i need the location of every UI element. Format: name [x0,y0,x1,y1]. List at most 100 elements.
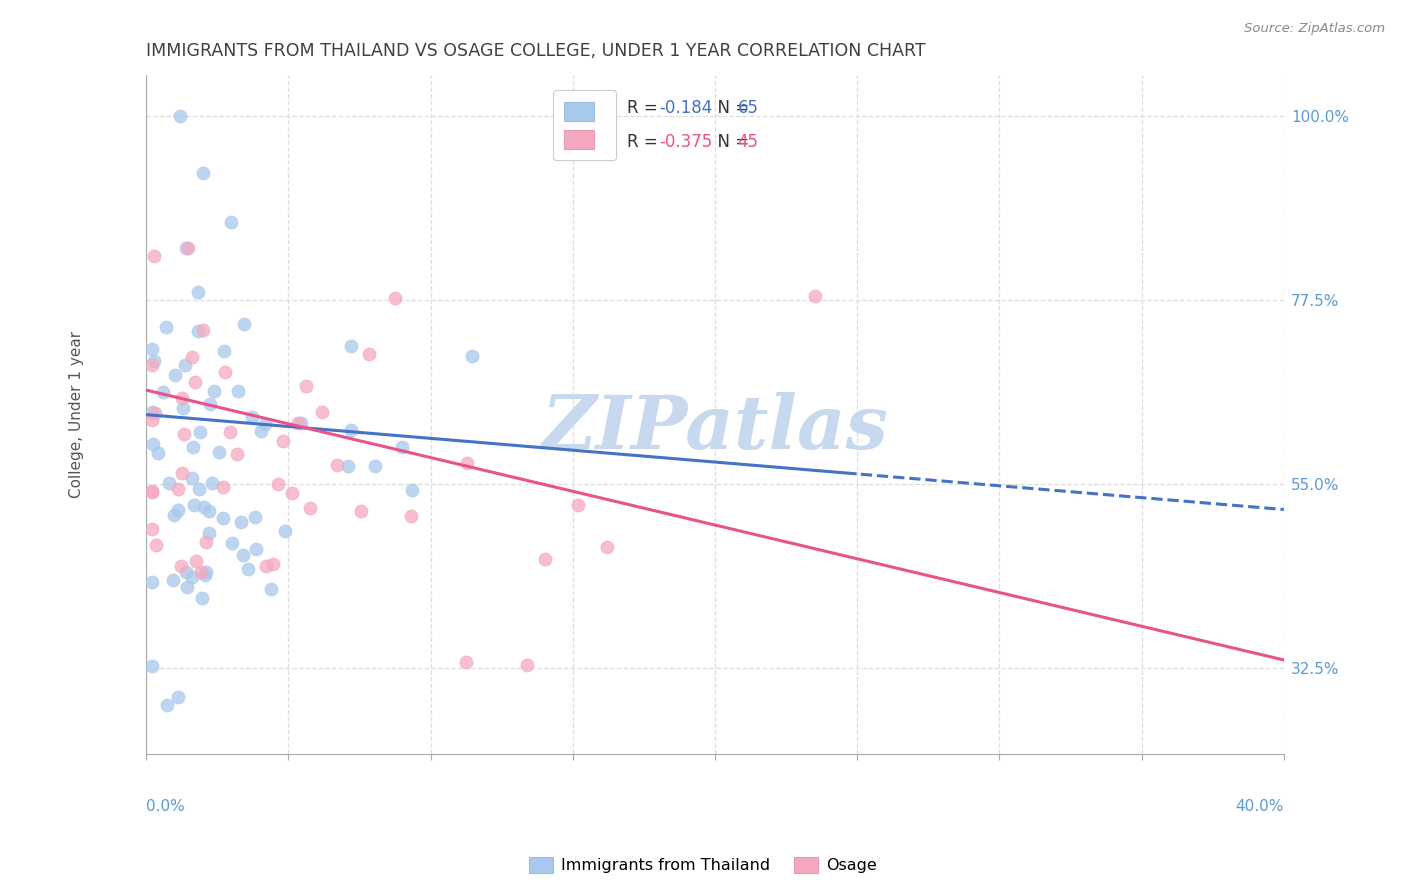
Point [141,359,163,373]
Point [281,485,304,500]
Point [162,574,184,588]
Point [187,482,209,496]
Text: R =: R = [627,133,664,151]
Point [186,285,208,299]
Point [533,551,555,566]
Point [141,658,163,673]
Point [384,291,406,305]
Point [391,440,413,454]
Point [245,541,267,556]
Point [141,405,163,419]
Point [155,319,177,334]
Point [461,349,484,363]
Point [172,401,194,416]
Point [191,166,214,180]
Point [190,565,212,579]
Legend: Immigrants from Thailand, Osage: Immigrants from Thailand, Osage [523,850,883,880]
Text: -0.184: -0.184 [659,99,711,117]
Text: 0.0%: 0.0% [146,799,186,814]
Text: N =: N = [707,133,754,151]
Point [201,475,224,490]
Point [274,524,297,538]
Point [184,376,207,390]
Point [176,241,198,255]
Text: ZIPatlas: ZIPatlas [541,392,889,465]
Point [156,698,179,712]
Point [363,458,385,473]
Point [254,558,277,573]
Point [287,416,309,430]
Point [211,511,233,525]
Point [142,249,165,263]
Point [166,503,188,517]
Point [194,535,217,549]
Point [221,215,243,229]
Point [148,446,170,460]
Point [180,570,202,584]
Point [190,591,212,606]
Point [567,498,589,512]
Point [141,342,163,356]
Point [266,476,288,491]
Point [194,566,217,580]
Point [170,467,193,481]
Point [803,289,825,303]
Point [193,500,215,514]
Point [183,498,205,512]
Point [399,509,422,524]
Point [173,426,195,441]
Point [180,471,202,485]
Point [253,417,276,431]
Point [176,580,198,594]
Point [212,480,235,494]
Point [152,384,174,399]
Point [174,358,197,372]
Point [191,323,214,337]
Point [187,324,209,338]
Point [221,536,243,550]
Point [172,391,194,405]
Point [271,434,294,448]
Point [186,554,208,568]
Point [163,508,186,523]
Point [141,483,163,498]
Point [141,484,163,499]
Point [326,458,349,472]
Point [180,350,202,364]
Point [357,347,380,361]
Point [240,410,263,425]
Point [174,565,197,579]
Legend: , : , [553,90,616,161]
Text: IMMIGRANTS FROM THAILAND VS OSAGE COLLEGE, UNDER 1 YEAR CORRELATION CHART: IMMIGRANTS FROM THAILAND VS OSAGE COLLEG… [146,42,925,60]
Point [170,558,193,573]
Point [198,397,221,411]
Point [143,406,166,420]
Point [516,657,538,672]
Point [350,504,373,518]
Point [454,655,477,669]
Point [214,343,236,358]
Point [262,557,284,571]
Point [340,339,363,353]
Point [340,424,363,438]
Point [181,440,204,454]
Point [141,412,163,426]
Point [141,574,163,589]
Point [243,509,266,524]
Text: 65: 65 [737,99,758,117]
Point [250,424,273,438]
Point [260,582,283,596]
Point [198,504,221,518]
Point [232,548,254,562]
Point [165,368,187,382]
Text: R =: R = [627,99,664,117]
Point [202,384,225,398]
Point [208,444,231,458]
Text: 40.0%: 40.0% [1236,799,1284,814]
Point [311,404,333,418]
Point [188,425,211,439]
Point [290,416,312,430]
Point [595,540,617,554]
Point [299,500,322,515]
Point [141,522,163,536]
